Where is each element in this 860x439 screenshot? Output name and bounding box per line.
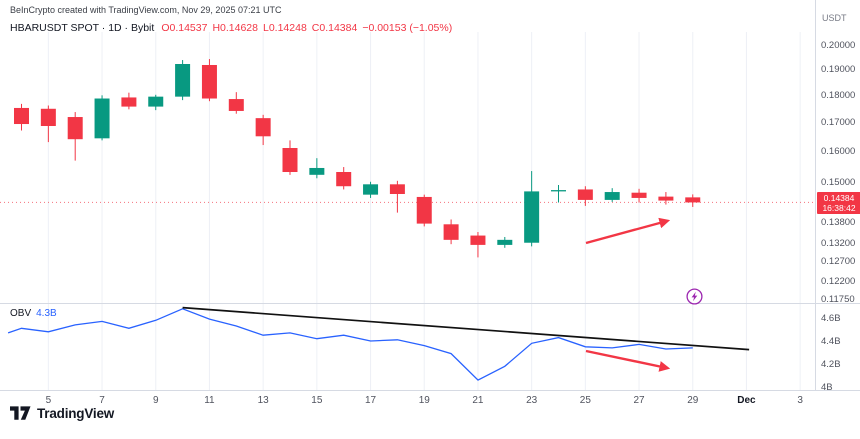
time-axis-label: 27 [633, 395, 645, 406]
obv-axis-label: 4.4B [821, 335, 841, 347]
ohlc-close: C0.14384 [311, 22, 358, 34]
time-axis-label: 13 [257, 395, 269, 406]
time-axis-label: 21 [472, 395, 484, 406]
obv-indicator-value: 4.3B [36, 308, 57, 319]
price-axis-label: 0.19000 [821, 64, 856, 75]
last-price-value: 0.14384 [823, 192, 855, 203]
ohlc-low: L0.14248 [262, 22, 307, 34]
price-axis-label: 0.12200 [821, 275, 856, 287]
price-axis-label: 0.18000 [821, 89, 856, 101]
obv-indicator-label: OBV [10, 308, 32, 319]
obv-line[interactable] [7, 308, 693, 381]
obv-trendline[interactable] [182, 306, 750, 351]
boost-icon[interactable] [686, 288, 703, 305]
time-axis-label: 17 [364, 395, 377, 406]
quote-currency-label: USDT [822, 13, 847, 23]
time-axis-label: Dec [737, 395, 756, 406]
time-axis-label: 19 [418, 395, 430, 406]
price-change: −0.00153 (−1.05%) [362, 22, 453, 34]
price-axis-label: 0.13200 [821, 238, 856, 249]
tradingview-logo-text: TradingView [37, 406, 115, 421]
obv-legend[interactable]: OBV 4.3B [10, 308, 57, 319]
countdown-timer: 16:38:42 [822, 202, 856, 213]
gridlines [47, 32, 801, 390]
last-price-badge: 0.14384 16:38:42 [817, 191, 860, 214]
price-axis-label: 0.20000 [821, 39, 856, 51]
attribution-text: BeInCrypto created with TradingView.com,… [10, 5, 282, 15]
ohlc-open: O0.14537 [161, 22, 208, 34]
symbol-title[interactable]: HBARUSDT SPOT · 1D · Bybit [10, 22, 155, 34]
candlestick-series[interactable] [14, 59, 701, 258]
time-axis-label: 23 [526, 395, 538, 406]
price-axis-label: 0.12700 [821, 256, 856, 268]
obv-axis-label: 4.6B [821, 312, 841, 324]
price-axis-label: 0.13800 [821, 216, 856, 228]
time-axis-label: 29 [687, 395, 699, 406]
obv-trend-arrow[interactable] [585, 349, 671, 372]
symbol-legend: HBARUSDT SPOT · 1D · Bybit O0.14537 H0.146… [10, 22, 457, 34]
price-axis-label: 0.17000 [821, 117, 856, 129]
time-axis-label: 25 [579, 395, 591, 406]
price-axis-label: 0.16000 [821, 146, 856, 158]
time-axis-label: 3 [797, 395, 803, 406]
lightning-icon [686, 288, 703, 305]
tradingview-logo[interactable]: TradingView [10, 406, 114, 421]
ohlc-high: H0.14628 [212, 22, 258, 34]
time-axis-label: 9 [152, 395, 159, 406]
obv-axis-label: 4.2B [821, 358, 841, 370]
obv-axis-label: 4B [821, 381, 833, 393]
price-axis-label: 0.15000 [821, 176, 856, 188]
price-trend-arrow[interactable] [585, 217, 671, 245]
price-axis-label: 0.11750 [821, 293, 855, 305]
time-axis-label: 7 [99, 395, 105, 406]
time-axis-label: 11 [204, 395, 215, 406]
time-axis-label: 15 [311, 395, 323, 406]
tradingview-logo-mark [10, 406, 31, 420]
time-axis-label: 5 [45, 395, 52, 406]
